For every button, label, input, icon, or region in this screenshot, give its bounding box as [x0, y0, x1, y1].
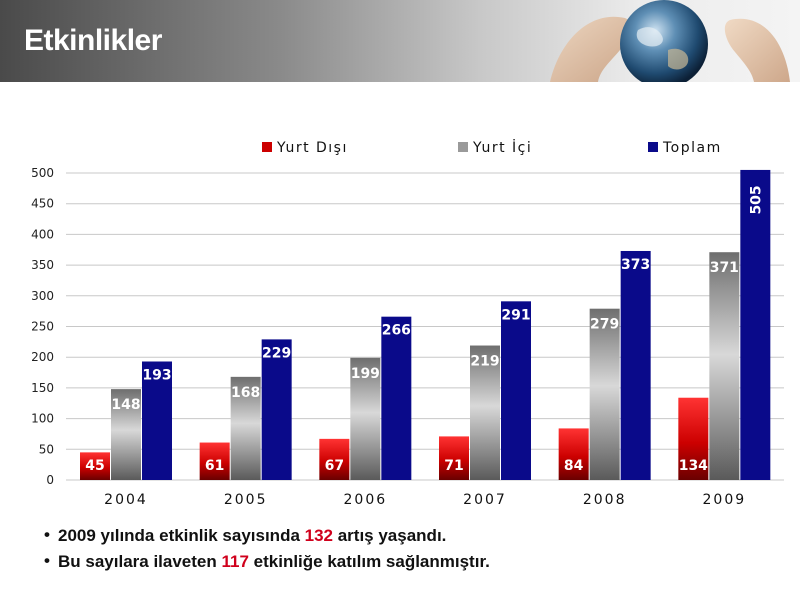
bullet-marker: • [44, 525, 50, 544]
legend-label: Yurt Dışı [276, 140, 348, 156]
x-tick-label: 2007 [463, 492, 507, 508]
data-label: 193 [142, 367, 171, 383]
y-tick-label: 250 [31, 320, 54, 334]
data-label: 371 [710, 260, 739, 276]
y-tick-label: 400 [31, 227, 54, 241]
bar [439, 436, 469, 480]
bar [350, 357, 381, 480]
x-tick-label: 2008 [583, 492, 627, 508]
data-label: 61 [205, 458, 224, 474]
bullet-text-after: etkinliğe katılım sağlanmıştır. [248, 552, 490, 571]
summary-bullets: • 2009 yılında etkinlik sayısında 132 ar… [44, 525, 784, 578]
bar [261, 339, 292, 480]
legend-label: Yurt İçi [472, 138, 532, 156]
x-tick-label: 2006 [344, 492, 388, 508]
legend-label: Toplam [662, 140, 722, 156]
y-tick-label: 100 [31, 412, 54, 426]
x-tick-label: 2005 [224, 492, 268, 508]
y-tick-label: 200 [31, 350, 54, 364]
data-label: 199 [351, 366, 380, 382]
globe-hands-photo [550, 0, 790, 82]
data-label: 134 [679, 458, 708, 474]
bullet-text-before: 2009 yılında etkinlik sayısında [58, 526, 305, 545]
legend-swatch [458, 142, 468, 152]
legend-swatch [262, 142, 272, 152]
data-label: 67 [325, 458, 344, 474]
bar [381, 316, 412, 480]
data-label: 229 [262, 345, 291, 361]
bar [80, 452, 110, 480]
x-tick-label: 2009 [703, 492, 747, 508]
legend-swatch [648, 142, 658, 152]
bullet-item-2: • Bu sayılara ilaveten 117 etkinliğe kat… [44, 551, 784, 572]
data-label: 168 [231, 385, 260, 401]
bar [678, 397, 709, 480]
data-label: 148 [111, 397, 140, 413]
page-title: Etkinlikler [24, 24, 162, 57]
y-tick-label: 0 [46, 473, 54, 487]
bar [709, 252, 740, 480]
data-label: 45 [85, 458, 104, 474]
bullet-item-1: • 2009 yılında etkinlik sayısında 132 ar… [44, 525, 784, 546]
data-label: 219 [470, 354, 499, 370]
data-label: 84 [564, 458, 584, 474]
bullet-text-before: Bu sayılara ilaveten [58, 552, 222, 571]
bar [199, 442, 230, 480]
y-tick-label: 300 [31, 289, 54, 303]
bar [111, 389, 141, 480]
x-tick-label: 2004 [104, 492, 148, 508]
bar [558, 428, 589, 480]
bar [230, 376, 261, 480]
data-label: 266 [382, 323, 411, 339]
y-tick-label: 500 [31, 166, 54, 180]
data-label: 71 [444, 458, 463, 474]
bullet-marker: • [44, 551, 50, 570]
bar [740, 169, 771, 480]
bullet-highlight-value: 132 [304, 526, 333, 545]
bar [319, 438, 350, 480]
bar [142, 361, 172, 480]
header-banner: Etkinlikler [0, 0, 800, 82]
bar [620, 250, 651, 480]
y-tick-label: 50 [39, 442, 54, 456]
data-label: 373 [621, 257, 650, 273]
y-tick-label: 450 [31, 197, 54, 211]
y-tick-label: 350 [31, 258, 54, 272]
bar [589, 308, 620, 480]
y-tick-label: 150 [31, 381, 54, 395]
bullet-text-after: artış yaşandı. [333, 526, 447, 545]
data-label: 291 [501, 307, 530, 323]
data-label: 279 [590, 317, 619, 333]
bullet-highlight-value: 117 [221, 552, 249, 571]
bar [470, 345, 500, 480]
bar [501, 301, 531, 480]
data-label: 505 [748, 185, 764, 214]
chart-area: 0 50 100 150 200 250 300 350 400 450 500 45 148 193 20… [0, 130, 800, 515]
